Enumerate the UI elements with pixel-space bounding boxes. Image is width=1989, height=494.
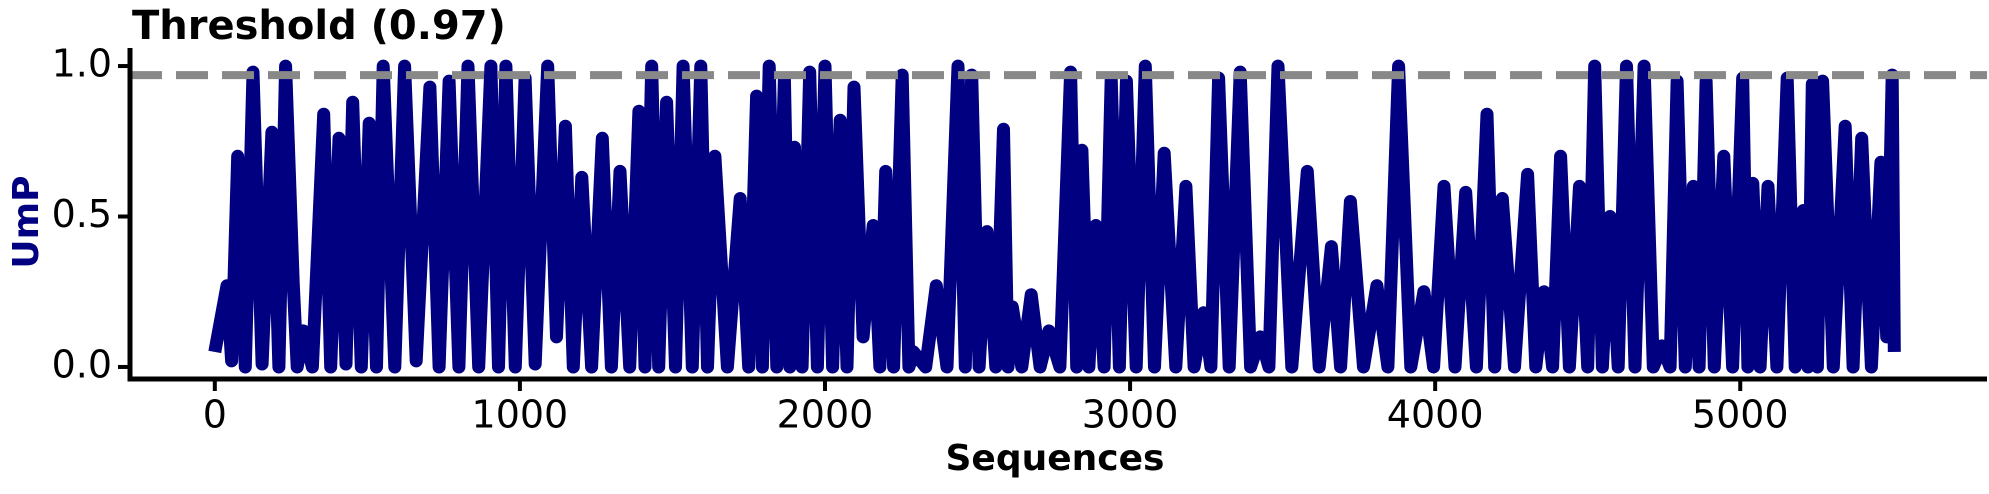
- x-tick-label: 4000: [1387, 393, 1484, 437]
- y-tick-label: 0.0: [52, 342, 112, 386]
- y-tick-label: 1.0: [52, 42, 112, 86]
- y-axis-label: UmP: [6, 175, 47, 268]
- data-line: [208, 59, 1901, 374]
- x-tick-label: 1000: [472, 393, 569, 437]
- x-tick-label: 0: [203, 393, 227, 437]
- x-tick-label: 2000: [777, 393, 874, 437]
- x-axis-label: Sequences: [946, 438, 1165, 479]
- y-tick-label: 0.5: [52, 192, 112, 236]
- chart-title: Threshold (0.97): [132, 3, 506, 49]
- x-tick-label: 3000: [1082, 393, 1179, 437]
- x-tick-label: 5000: [1692, 393, 1789, 437]
